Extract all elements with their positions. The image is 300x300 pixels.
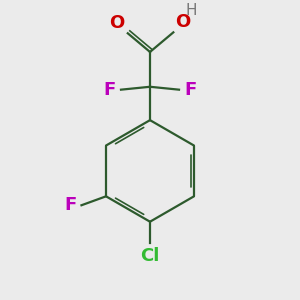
Text: F: F bbox=[184, 81, 196, 99]
Text: O: O bbox=[175, 14, 190, 32]
Text: F: F bbox=[65, 196, 77, 214]
Text: Cl: Cl bbox=[140, 247, 160, 265]
Text: H: H bbox=[185, 3, 197, 18]
Text: O: O bbox=[110, 14, 125, 32]
Text: F: F bbox=[103, 81, 116, 99]
